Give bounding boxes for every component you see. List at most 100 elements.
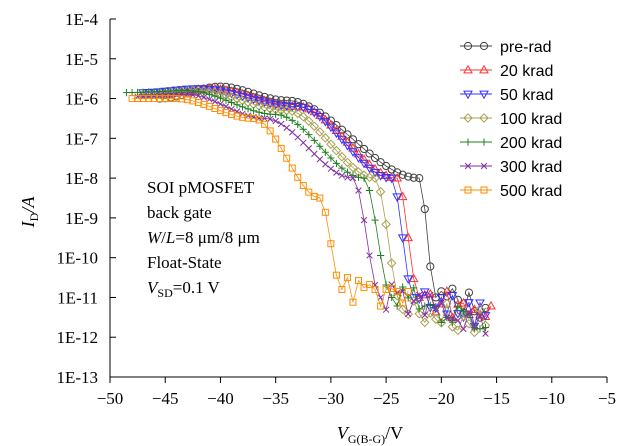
data-point (272, 117, 279, 125)
data-point (381, 174, 391, 183)
legend-item: 20 krad (460, 63, 553, 80)
legend-marker (480, 138, 488, 146)
data-point (309, 121, 320, 131)
data-point (371, 216, 379, 224)
data-point (228, 105, 235, 113)
data-point (326, 123, 336, 133)
y-tick-label: 1E-5 (65, 50, 98, 69)
data-point (438, 299, 445, 307)
data-point (249, 107, 258, 115)
data-point (432, 305, 440, 312)
legend-item: 50 krad (460, 87, 553, 104)
x-axis-label: VG(B-G)/V (337, 423, 403, 446)
data-point (454, 317, 462, 324)
legend-item: 100 krad (460, 111, 562, 128)
data-point (397, 234, 408, 243)
data-point (476, 312, 484, 319)
data-point (173, 91, 180, 99)
data-point (469, 322, 480, 332)
data-point (458, 297, 469, 307)
data-point (265, 99, 276, 109)
series-line (132, 98, 409, 308)
data-point (305, 188, 313, 196)
x-label-unit: /V (385, 423, 403, 443)
data-point (453, 325, 463, 336)
data-point (332, 271, 340, 279)
data-point (398, 170, 407, 179)
data-point (299, 125, 307, 133)
y-axis-label: ID/A (18, 196, 41, 229)
data-point (465, 309, 473, 316)
data-point (404, 294, 412, 302)
data-point (287, 102, 298, 112)
legend-item: pre-rad (460, 39, 552, 56)
data-point (416, 291, 423, 299)
data-point (447, 292, 458, 301)
data-point (292, 108, 303, 119)
data-point (311, 150, 318, 158)
data-point (277, 111, 285, 119)
data-point (403, 275, 414, 285)
x-tick-label: −40 (207, 389, 234, 408)
x-tick-label: −15 (483, 389, 510, 408)
data-point (443, 314, 451, 322)
data-point (211, 98, 219, 105)
data-point (442, 299, 452, 309)
data-point (316, 155, 324, 163)
data-point (421, 311, 429, 319)
x-tick-label: −35 (262, 389, 289, 408)
y-tick-label: 1E-11 (57, 288, 98, 307)
data-point (276, 101, 287, 111)
data-point (338, 172, 346, 179)
y-label-sub: D (27, 212, 41, 221)
series-500-krad (128, 95, 412, 310)
data-point (370, 173, 380, 183)
data-point (355, 277, 362, 285)
data-point (426, 301, 434, 309)
data-point (222, 96, 230, 104)
data-point (365, 149, 374, 158)
data-point (393, 287, 401, 295)
data-point (377, 302, 385, 310)
data-point (300, 139, 307, 146)
data-point (178, 91, 186, 98)
data-point (419, 288, 430, 297)
data-point (243, 94, 253, 103)
data-point (293, 97, 302, 107)
data-point (206, 96, 213, 103)
x-tick-label: −50 (97, 389, 124, 408)
legend-label: pre-rad (500, 39, 552, 56)
legend-marker (463, 113, 473, 123)
data-point (388, 281, 395, 288)
data-point (277, 96, 286, 105)
data-point (359, 154, 369, 163)
data-point (448, 318, 456, 326)
data-point (403, 309, 414, 320)
data-point (282, 96, 291, 105)
data-point (226, 89, 237, 99)
data-point (272, 110, 280, 119)
data-point (399, 299, 407, 307)
data-point (327, 154, 335, 162)
data-point (320, 133, 331, 143)
legend-label: 200 krad (500, 135, 562, 152)
x-tick-label: −25 (373, 389, 400, 408)
data-point (217, 100, 224, 108)
data-point (244, 105, 252, 113)
data-point (331, 129, 342, 139)
data-point (243, 87, 253, 96)
data-point (200, 89, 208, 97)
data-point (420, 204, 429, 214)
data-point (386, 258, 397, 268)
data-point (305, 131, 313, 139)
legend-marker (480, 186, 488, 194)
y-tick-label: 1E-10 (56, 249, 98, 268)
data-point (298, 111, 309, 122)
data-point (288, 116, 296, 124)
annotation-line-5: VSD=0.1 V (147, 278, 221, 300)
legend-label: 50 krad (500, 87, 553, 104)
data-point (266, 127, 274, 135)
data-point (238, 103, 247, 111)
data-point (382, 306, 390, 313)
data-point (486, 300, 496, 310)
